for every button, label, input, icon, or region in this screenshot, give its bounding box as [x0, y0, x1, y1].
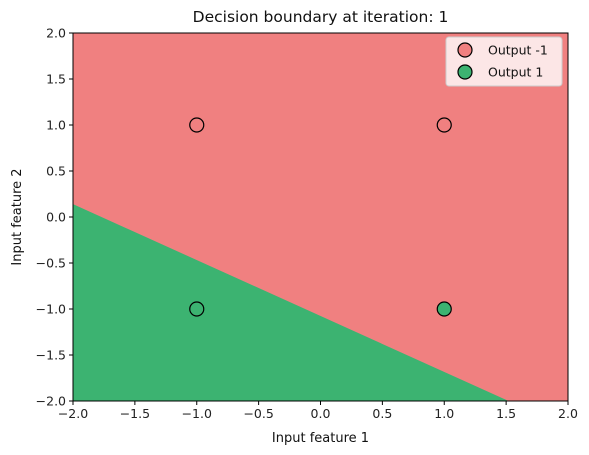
data-point-output-1: [436, 117, 452, 133]
data-point-output-1: [189, 117, 205, 133]
y-tick-label: 0.0: [46, 210, 66, 225]
x-axis-label: Input feature 1: [272, 431, 369, 446]
x-tick-label: −1.5: [120, 406, 150, 421]
y-axis-ticks: −2.0 −1.5 −1.0 −0.5 0.0 0.5 1.0 1.5 2.0: [36, 26, 73, 409]
x-tick-label: −1.0: [182, 406, 212, 421]
data-points: [189, 117, 452, 317]
y-tick-label: −1.0: [36, 302, 66, 317]
x-tick-label: 1.5: [496, 406, 516, 421]
x-tick-label: 1.0: [434, 406, 454, 421]
y-tick-label: −2.0: [36, 394, 66, 409]
legend-box: [445, 36, 563, 87]
data-point-output-1: [189, 301, 205, 317]
plot-area: [73, 33, 568, 401]
y-tick-label: 0.5: [46, 164, 66, 179]
legend-marker: [457, 42, 473, 58]
y-tick-label: 2.0: [46, 26, 66, 41]
x-tick-label: 0.5: [372, 406, 392, 421]
legend: Output -1 Output 1: [445, 36, 563, 87]
legend-marker: [457, 64, 473, 80]
y-tick-label: −1.5: [36, 348, 66, 363]
x-tick-label: 0.0: [311, 406, 331, 421]
legend-label: Output 1: [488, 65, 543, 80]
data-point-output-1: [436, 301, 452, 317]
x-tick-label: 2.0: [558, 406, 578, 421]
x-axis-ticks: −2.0 −1.5 −1.0 −0.5 0.0 0.5 1.0 1.5 2.0: [58, 401, 578, 421]
y-tick-label: 1.0: [46, 118, 66, 133]
x-tick-label: −0.5: [243, 406, 273, 421]
region-output-1: [73, 204, 509, 401]
y-tick-label: −0.5: [36, 256, 66, 271]
y-tick-label: 1.5: [46, 72, 66, 87]
chart-title: Decision boundary at iteration: 1: [193, 8, 449, 26]
y-axis-label: Input feature 2: [10, 168, 25, 265]
legend-label: Output -1: [488, 43, 548, 58]
x-tick-label: −2.0: [58, 406, 88, 421]
